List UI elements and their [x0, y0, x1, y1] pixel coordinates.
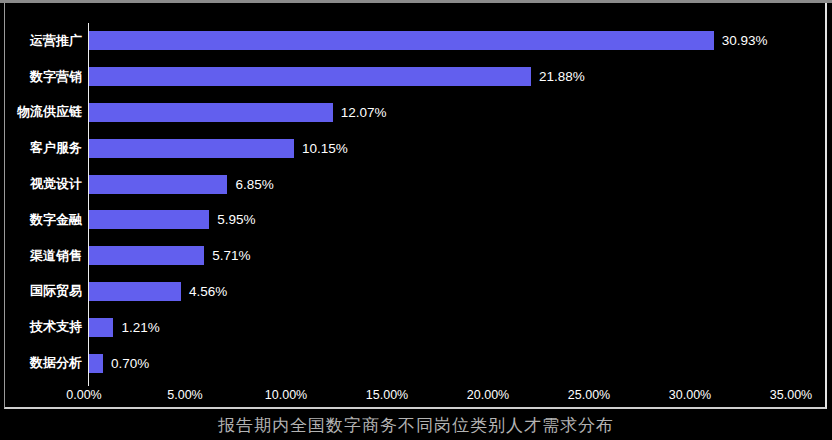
value-label: 0.70% [111, 356, 149, 371]
value-label: 4.56% [189, 284, 227, 299]
bar [89, 318, 113, 337]
category-label: 客户服务 [11, 139, 82, 157]
bar [89, 139, 294, 158]
bar-row: 数字金融 5.95% [11, 202, 811, 238]
category-label: 运营推广 [11, 32, 82, 50]
bar-row: 国际贸易 4.56% [11, 274, 811, 310]
bar-row: 数字营销 21.88% [11, 59, 811, 95]
bar-row: 数据分析 0.70% [11, 345, 811, 381]
bar-row: 物流供应链 12.07% [11, 95, 811, 131]
value-label: 12.07% [341, 105, 387, 120]
category-label: 技术支持 [11, 318, 82, 336]
value-label: 1.21% [121, 320, 159, 335]
chart-frame: 运营推广 30.93% 数字营销 21.88% 物流供应链 12.07% 客户服务 10.15… [4, 3, 827, 409]
value-label: 21.88% [539, 69, 585, 84]
x-tick-label: 35.00% [770, 388, 812, 402]
bar-row: 客户服务 10.15% [11, 130, 811, 166]
value-label: 6.85% [235, 177, 273, 192]
value-label: 5.95% [217, 212, 255, 227]
category-label: 数字营销 [11, 68, 82, 86]
chart-title: 报告期内全国数字商务不同岗位类别人才需求分布 [0, 414, 832, 437]
category-label: 物流供应链 [11, 103, 82, 121]
category-label: 渠道销售 [11, 247, 82, 265]
bar [89, 103, 333, 122]
x-tick-label: 10.00% [265, 388, 307, 402]
value-label: 5.71% [212, 248, 250, 263]
category-label: 数字金融 [11, 211, 82, 229]
category-label: 视觉设计 [11, 175, 82, 193]
value-label: 30.93% [722, 33, 768, 48]
bar-row: 视觉设计 6.85% [11, 166, 811, 202]
x-tick-label: 15.00% [366, 388, 408, 402]
category-label: 国际贸易 [11, 282, 82, 300]
x-tick-label: 30.00% [669, 388, 711, 402]
bar-rows: 运营推广 30.93% 数字营销 21.88% 物流供应链 12.07% 客户服务 10.15… [11, 23, 811, 381]
category-label: 数据分析 [11, 354, 82, 372]
x-tick-label: 20.00% [467, 388, 509, 402]
value-label: 10.15% [302, 141, 348, 156]
bar-row: 运营推广 30.93% [11, 23, 811, 59]
bar [89, 210, 209, 229]
bar [89, 246, 204, 265]
bar-row: 渠道销售 5.71% [11, 238, 811, 274]
bar [89, 31, 714, 50]
x-tick-label: 25.00% [568, 388, 610, 402]
x-tick-label: 5.00% [167, 388, 202, 402]
bar [89, 282, 181, 301]
bar-row: 技术支持 1.21% [11, 309, 811, 345]
bar [89, 67, 531, 86]
x-tick-label: 0.00% [66, 388, 101, 402]
bar [89, 354, 103, 373]
bar [89, 175, 227, 194]
